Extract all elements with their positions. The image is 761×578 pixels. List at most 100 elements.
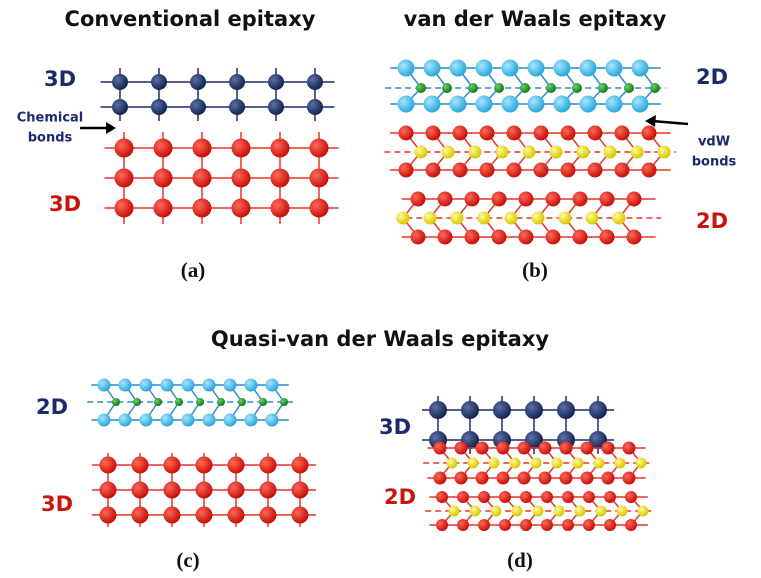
atom — [573, 230, 588, 245]
atom — [534, 126, 549, 141]
layer-label: 3D — [49, 192, 81, 216]
atom — [175, 398, 183, 406]
atom — [550, 146, 563, 159]
atom — [519, 192, 534, 207]
layer-label: 2D — [36, 395, 68, 419]
atom — [447, 458, 458, 469]
atom — [636, 458, 647, 469]
atom — [492, 230, 507, 245]
atom — [154, 139, 173, 158]
atom — [310, 139, 329, 158]
atom — [424, 212, 437, 225]
layer-label: 3D — [41, 492, 73, 516]
atom — [602, 472, 615, 485]
atom — [561, 163, 576, 178]
atom — [266, 414, 279, 427]
atom — [627, 192, 642, 207]
atom — [245, 414, 258, 427]
atom — [502, 96, 519, 113]
atom — [436, 491, 448, 503]
atom — [442, 83, 452, 93]
atom — [581, 472, 594, 485]
atom — [271, 199, 290, 218]
atom — [539, 442, 552, 455]
atom — [280, 398, 288, 406]
atom — [470, 506, 481, 517]
arrow-head — [106, 122, 116, 134]
atom — [494, 83, 504, 93]
atom — [510, 458, 521, 469]
atom — [434, 472, 447, 485]
atom — [442, 146, 455, 159]
atom — [190, 74, 206, 90]
atom — [577, 146, 590, 159]
atom — [642, 163, 657, 178]
atom — [196, 482, 213, 499]
atom — [476, 472, 489, 485]
atom — [307, 99, 323, 115]
atom — [438, 230, 453, 245]
atom — [478, 519, 490, 531]
layer-label: 3D — [379, 415, 411, 439]
atom — [557, 401, 575, 419]
atom — [133, 398, 141, 406]
atom — [260, 482, 277, 499]
atom — [271, 139, 290, 158]
annotation: Chemical — [17, 111, 84, 126]
atom — [310, 199, 329, 218]
atom — [451, 212, 464, 225]
atom — [154, 398, 162, 406]
atom — [478, 212, 491, 225]
atom — [119, 379, 132, 392]
panel-title: Conventional epitaxy — [65, 7, 316, 31]
atom — [468, 83, 478, 93]
atom — [492, 192, 507, 207]
atom — [520, 491, 532, 503]
atom — [631, 146, 644, 159]
atom — [534, 163, 549, 178]
atom — [415, 146, 428, 159]
atom — [164, 457, 181, 474]
atom — [461, 401, 479, 419]
atom — [455, 472, 468, 485]
atom — [552, 458, 563, 469]
atom — [190, 99, 206, 115]
panel-label: (a) — [181, 258, 206, 282]
atom — [561, 126, 576, 141]
atom — [457, 519, 469, 531]
atom — [161, 414, 174, 427]
atom — [260, 507, 277, 524]
atom — [232, 199, 251, 218]
atom — [572, 83, 582, 93]
atom — [411, 192, 426, 207]
atom — [583, 519, 595, 531]
atom — [625, 491, 637, 503]
atom — [532, 212, 545, 225]
atom — [476, 96, 493, 113]
atom — [627, 230, 642, 245]
atom — [476, 442, 489, 455]
atom — [600, 192, 615, 207]
atom — [624, 83, 634, 93]
atom — [119, 414, 132, 427]
atom — [554, 506, 565, 517]
annotation: bonds — [692, 155, 737, 170]
atom — [161, 379, 174, 392]
atom — [426, 126, 441, 141]
atom — [457, 491, 469, 503]
atom — [154, 199, 173, 218]
atom — [598, 83, 608, 93]
atom — [132, 482, 149, 499]
atom — [507, 126, 522, 141]
atom — [533, 506, 544, 517]
atom — [98, 414, 111, 427]
atom — [193, 199, 212, 218]
atom — [539, 472, 552, 485]
atom — [650, 83, 660, 93]
atom — [411, 230, 426, 245]
atom — [151, 99, 167, 115]
atom — [528, 96, 545, 113]
atom — [193, 169, 212, 188]
atom — [546, 230, 561, 245]
atom — [424, 96, 441, 113]
